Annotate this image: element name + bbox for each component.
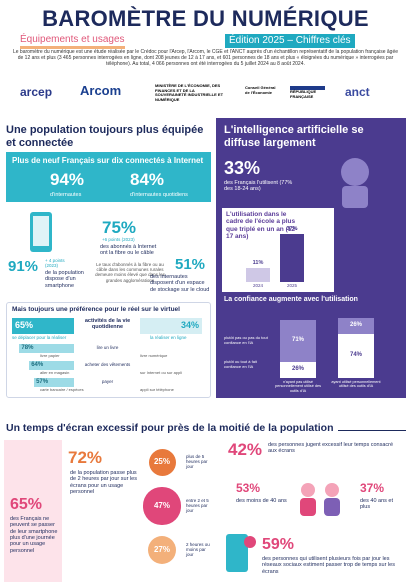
trust-bar — [338, 333, 374, 378]
stat-label: des personnes qui utilisent plusieurs fo… — [262, 556, 395, 575]
logo-anct: anct — [345, 85, 370, 99]
people-icon — [300, 483, 340, 516]
smartphone-box — [4, 440, 62, 582]
pref-bar — [19, 344, 74, 353]
stat-label: d'internautes quotidiens — [130, 192, 188, 198]
time-label: entre 2 et 5 heures par jour — [186, 498, 209, 514]
logo-arcom: Arcom — [80, 83, 122, 98]
distrust-value: 71% — [291, 337, 304, 344]
pref-right-text: appli sur téléphone — [140, 387, 174, 392]
trust-value: 26% — [291, 366, 304, 373]
stat-label: des personnes jugent excessif leur temps… — [268, 442, 394, 455]
school-bar — [246, 267, 270, 282]
stat-label: des 40 ans et plus — [360, 498, 394, 511]
stat-note: Le taux d'abonnés à la fibre ou au câble… — [95, 262, 165, 283]
pref-bar — [34, 378, 74, 387]
subtitle: Équipements et usages — [20, 34, 125, 49]
trust-group-label: ayant utilisé personnellement utilisé de… — [331, 380, 381, 389]
stat-value: 53% — [236, 481, 261, 495]
stat-value: 72% — [68, 448, 103, 467]
logo-arcep: arcep — [20, 85, 53, 99]
pref-right-text: sur Internet ou sur appli — [140, 370, 183, 375]
intro: Le baromètre du numérique est une étude … — [12, 49, 399, 67]
stat-value: 84% — [130, 170, 165, 189]
pref-right-label: la réaliser en ligne — [150, 335, 187, 340]
pref-activity: payer — [101, 379, 114, 384]
trust-bottom-label: plutôt ou tout à fait confiance en l'IA — [224, 359, 257, 369]
stat-value: 37% — [360, 481, 385, 495]
ai-heading: L'intelligence artificielle se diffuse l… — [224, 124, 364, 149]
stat-value: 59% — [262, 536, 295, 553]
school-year: 2025 — [286, 283, 297, 288]
trust-group-label: n'ayant pas utilisé personnellement util… — [274, 380, 321, 393]
stat-label: de la population passe plus de 2 heures … — [70, 470, 137, 495]
stat-value: 51% — [175, 256, 206, 273]
time-circle: 25% — [148, 448, 176, 476]
distrust-bar — [280, 319, 316, 363]
pref-left-text: carte bancaire / espèces — [40, 387, 84, 392]
trust-heading: La confiance augmente avec l'utilisation — [224, 296, 358, 303]
pref-value: 64% — [31, 362, 44, 368]
logo-republique: RÉPUBLIQUE FRANÇAISE — [290, 86, 325, 99]
logo-cge: Conseil Général de l'Économie — [245, 85, 276, 95]
section-heading: Un temps d'écran excessif pour près de l… — [6, 422, 338, 435]
social-icon — [226, 534, 256, 572]
stat-label: d'internautes — [50, 192, 82, 198]
pref-middle: activités de la vie quotidienne — [84, 318, 131, 331]
pref-value: 78% — [21, 345, 34, 351]
pref-right-text: livre numérique — [140, 353, 168, 358]
school-heading: L'utilisation dans le cadre de l'école a… — [226, 211, 298, 241]
connected-heading: Plus de neuf Français sur dix connectés … — [12, 156, 204, 165]
time-label: plus de 5 heures par jour — [186, 454, 208, 470]
stat-label: des moins de 40 ans — [236, 498, 287, 504]
trust-value: 74% — [349, 351, 362, 358]
school-year: 2024 — [252, 283, 263, 288]
phone-icon — [30, 212, 52, 252]
pref-activity: acheter des vêtements — [84, 362, 131, 367]
stat-value: 42% — [228, 440, 263, 459]
logo-ministere: MINISTÈRE DE L'ÉCONOMIE, DES FINANCES ET… — [155, 83, 224, 102]
distrust-value: 26% — [349, 321, 362, 328]
pref-left-text: aller en magasin — [40, 370, 70, 375]
pref-activity: lire un livre — [96, 345, 119, 350]
trust-top-label: plutôt pas ou pas du tout confiance en l… — [224, 335, 268, 345]
stat-value: 65% — [10, 496, 43, 513]
pref-bar — [29, 361, 74, 370]
robot-icon — [341, 158, 369, 208]
pref-right: 34% — [140, 318, 202, 334]
school-box — [222, 208, 334, 292]
pref-value: 57% — [36, 379, 49, 385]
edition: Édition 2025 – Chiffres clés — [225, 34, 355, 48]
stat-value: 75% — [102, 218, 137, 237]
title: BAROMÈTRE DU NUMÉRIQUE — [42, 6, 369, 31]
pref-left: 65% — [12, 318, 74, 334]
preference-box — [6, 302, 211, 398]
school-value: 37% — [286, 225, 298, 232]
connected-box — [6, 152, 211, 202]
stat-label: des internautes disposent d'un espace de… — [150, 274, 210, 293]
stat-value: 91% — [8, 258, 39, 275]
stat-value: 33% — [224, 158, 261, 178]
stat-label: des Français l'utilisent (77% des 18-24 … — [224, 180, 293, 193]
preference-heading: Mais toujours une préférence pour le rée… — [12, 306, 180, 313]
stat-label: des Français ne peuvent se passer de leu… — [10, 516, 58, 554]
stat-label: de la population dispose d'un smartphone — [45, 270, 84, 289]
stat-label: des abonnés à Internet ont la fibre ou l… — [100, 244, 157, 257]
trust-bar — [280, 362, 316, 378]
school-value: 11% — [252, 259, 264, 266]
time-circle: 27% — [147, 535, 177, 565]
time-label: 2 heures ou moins par jour — [186, 542, 210, 558]
stat-change: + 4 points (2023) — [45, 258, 65, 269]
stat-change: +6 points (2023) — [102, 237, 135, 242]
section-heading: Une population toujours plus équipée et … — [6, 124, 204, 149]
time-circle: 47% — [143, 487, 181, 525]
pref-left-label: se déplacer pour la réaliser — [12, 335, 67, 340]
distrust-bar — [338, 318, 374, 334]
pref-left-text: livre papier — [40, 353, 60, 358]
stat-value: 94% — [50, 170, 85, 189]
school-bar — [280, 233, 304, 282]
